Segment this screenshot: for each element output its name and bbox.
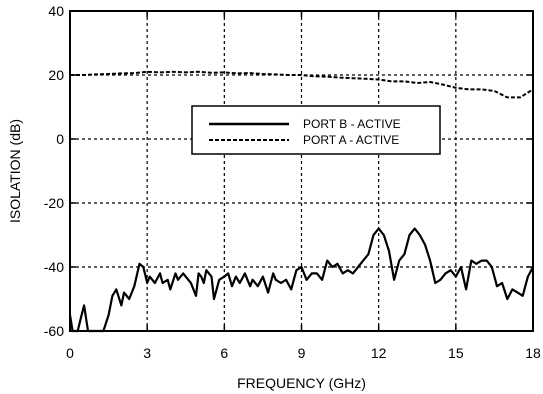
- legend-label-port-b: PORT B - ACTIVE: [303, 117, 401, 131]
- y-tick-label: 0: [56, 131, 64, 147]
- x-tick-label: 18: [525, 345, 541, 361]
- series-line-port-b: [68, 227, 534, 333]
- legend-box: [191, 105, 441, 155]
- legend: PORT B - ACTIVE PORT A - ACTIVE: [191, 105, 441, 155]
- y-tick-label: 40: [48, 3, 64, 19]
- y-axis-title: ISOLATION (dB): [7, 119, 23, 223]
- y-tick-label: -60: [44, 323, 64, 339]
- y-tick-label: -40: [44, 259, 64, 275]
- x-tick-label: 9: [298, 345, 306, 361]
- x-tick-label: 3: [143, 345, 151, 361]
- x-tick-label: 15: [448, 345, 464, 361]
- y-tick-label: -20: [44, 195, 64, 211]
- x-tick-label: 6: [220, 345, 228, 361]
- x-tick-label: 12: [371, 345, 387, 361]
- y-tick-labels: -60 -40 -20 0 20 40: [44, 3, 64, 339]
- x-tick-labels: 0 3 6 9 12 15 18: [66, 345, 541, 361]
- series-lines: [68, 70, 534, 333]
- legend-label-port-a: PORT A - ACTIVE: [303, 133, 399, 147]
- axis-ticks: [69, 10, 534, 332]
- series-line-port-a: [70, 70, 534, 99]
- y-tick-label: 20: [48, 67, 64, 83]
- x-axis-title: FREQUENCY (GHz): [237, 375, 366, 391]
- x-tick-label: 0: [66, 345, 74, 361]
